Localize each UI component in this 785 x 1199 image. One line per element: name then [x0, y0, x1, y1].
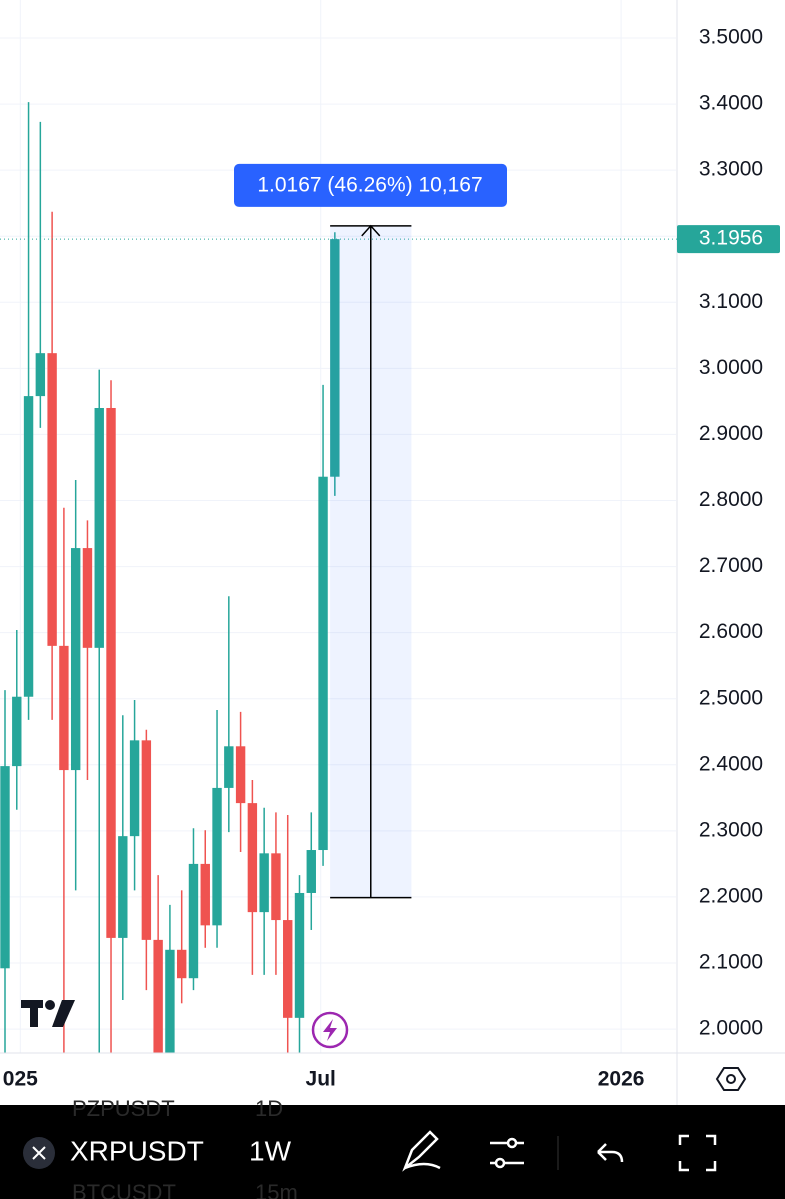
y-tick-label: 3.4000 [699, 92, 763, 115]
y-tick-label: 3.1000 [699, 290, 763, 313]
y-tick-label: 2.4000 [699, 752, 763, 775]
y-tick-label: 2.0000 [699, 1017, 763, 1040]
candle-body [283, 920, 293, 1018]
x-tick-label: 2026 [598, 1068, 645, 1091]
candle-body [70, 548, 81, 771]
draw-icon[interactable] [402, 1130, 441, 1172]
candle-body [177, 949, 187, 979]
x-tick-label: Jul [306, 1068, 336, 1091]
y-tick-label: 3.3000 [699, 158, 763, 181]
candle-body [165, 949, 175, 1053]
symbol[interactable]: XRPUSDT [70, 1135, 204, 1166]
fullscreen-icon[interactable] [678, 1134, 717, 1172]
ghost-symbol: PZPUSDT [72, 1096, 175, 1121]
candle-body [212, 787, 222, 926]
candle-body [59, 645, 69, 771]
candle-body [94, 407, 104, 648]
lightning-icon[interactable] [311, 1011, 349, 1049]
x-tick-label: 025 [3, 1068, 38, 1091]
candle-body [141, 740, 152, 940]
close-icon [32, 1146, 46, 1160]
candle-body [47, 353, 57, 646]
candle-body [118, 836, 128, 938]
last-price-box [677, 225, 780, 254]
candle-body [306, 850, 316, 893]
toolbar-content: PZPUSDT 1D BTCUSDT 15m XRPUSDT 1W [23, 1096, 717, 1199]
undo-icon[interactable] [597, 1143, 624, 1163]
y-tick-label: 2.6000 [699, 620, 763, 643]
indicators-icon[interactable] [490, 1137, 524, 1169]
candle-body [188, 863, 199, 979]
candle-body [153, 939, 163, 1053]
candle-body [330, 239, 340, 477]
y-tick-label: 2.3000 [699, 818, 763, 841]
measure-label-box [234, 163, 507, 207]
candle-body [106, 407, 116, 938]
candle-body [318, 476, 328, 851]
y-tick-label: 2.8000 [699, 488, 763, 511]
y-tick-label: 2.5000 [699, 686, 763, 709]
last-price-label: 3.1956 [699, 227, 763, 250]
candle-body [224, 746, 234, 788]
measure-label: 1.0167 (46.26%) 10,167 [257, 173, 482, 196]
y-tick-label: 3.5000 [699, 26, 763, 49]
candle-body [35, 353, 46, 397]
candle-body [200, 863, 210, 926]
measure-arrowhead [361, 224, 381, 237]
candle-body [129, 740, 140, 837]
ghost-symbol: BTCUSDT [72, 1180, 176, 1199]
candles [0, 102, 340, 1053]
candle-body [294, 892, 305, 1018]
candle-body [259, 853, 269, 913]
y-tick-label: 2.1000 [699, 951, 763, 974]
y-tick-label: 2.2000 [699, 884, 763, 907]
candle-body [0, 766, 10, 969]
candle-body [12, 696, 22, 767]
candle-body [235, 746, 246, 804]
candle-body [82, 548, 93, 648]
tradingview-logo [21, 1000, 75, 1027]
y-tick-label: 2.7000 [699, 554, 763, 577]
candle-body [271, 853, 281, 921]
candle-body [247, 803, 258, 913]
y-tick-label: 3.0000 [699, 356, 763, 379]
candle-body [23, 396, 34, 697]
ghost-interval: 1D [255, 1096, 283, 1121]
interval[interactable]: 1W [249, 1135, 292, 1166]
settings-icon[interactable] [715, 1067, 747, 1091]
y-tick-label: 2.9000 [699, 422, 763, 445]
toolbar [0, 1105, 785, 1199]
ghost-interval: 15m [255, 1180, 298, 1199]
